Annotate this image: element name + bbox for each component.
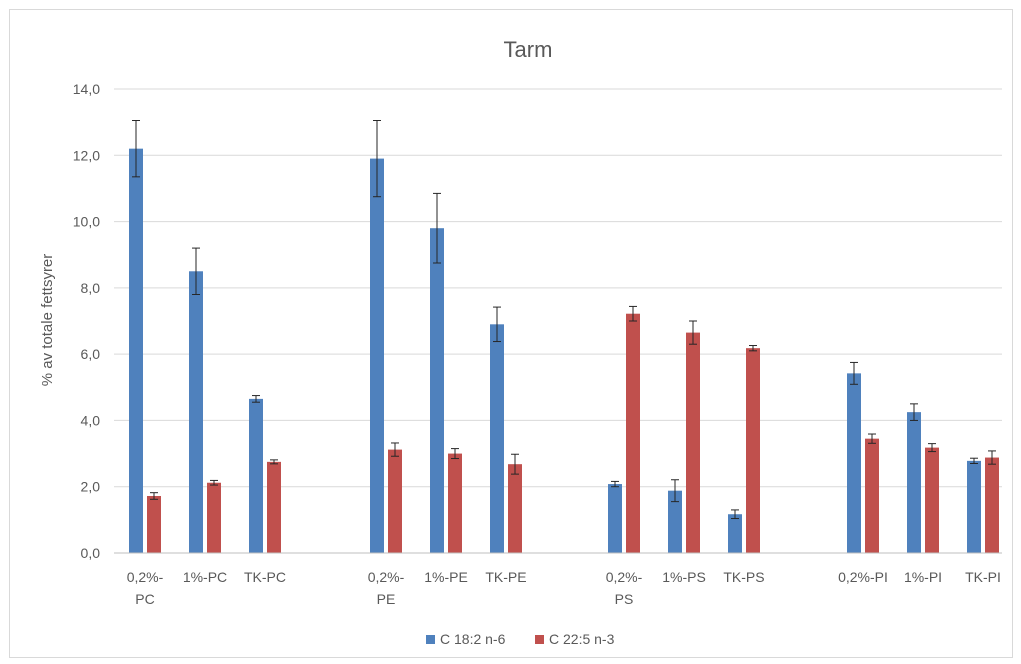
- bar: [626, 313, 640, 553]
- bar: [985, 457, 999, 553]
- x-tick-label: 1%-PI: [904, 569, 942, 585]
- error-bar: [391, 442, 399, 457]
- legend-swatch: [426, 635, 435, 644]
- bar: [608, 484, 622, 553]
- legend: C 18:2 n-6 C 22:5 n-3: [426, 631, 615, 647]
- y-tick-label: 10,0: [73, 214, 100, 230]
- error-bar: [270, 459, 278, 465]
- error-bar: [970, 457, 978, 465]
- bar: [267, 461, 281, 553]
- error-bar: [252, 395, 260, 403]
- bar: [865, 438, 879, 553]
- y-tick-label: 12,0: [73, 147, 100, 163]
- x-tick-label: 1%-PS: [662, 569, 706, 585]
- chart-title: Tarm: [504, 37, 553, 62]
- bar: [388, 449, 402, 553]
- error-bar: [132, 119, 140, 178]
- bar: [207, 482, 221, 553]
- bar: [129, 148, 143, 553]
- error-bar: [433, 192, 441, 264]
- x-tick-label: 1%-PE: [424, 569, 468, 585]
- bar: [686, 332, 700, 553]
- legend-label: C 18:2 n-6: [440, 631, 506, 647]
- y-axis-label: % av totale fettsyrer: [39, 254, 56, 387]
- bar: [147, 495, 161, 553]
- x-tick-label: 0,2%-PI: [838, 569, 888, 585]
- error-bar: [928, 443, 936, 453]
- x-tick-label: TK-PE: [485, 569, 526, 585]
- bar: [847, 373, 861, 553]
- bar: [249, 398, 263, 553]
- error-bar: [611, 480, 619, 488]
- grid-lines: [114, 88, 1002, 488]
- error-bar: [373, 119, 381, 198]
- y-tick-label: 0,0: [81, 545, 101, 561]
- error-bar: [868, 433, 876, 444]
- error-bar: [511, 453, 519, 475]
- error-bar: [210, 479, 218, 486]
- bar: [668, 490, 682, 553]
- error-bars: [132, 119, 996, 520]
- bar: [907, 412, 921, 553]
- bar: [189, 271, 203, 553]
- error-bar: [910, 403, 918, 421]
- error-bar: [192, 247, 200, 295]
- bar: [508, 464, 522, 553]
- legend-swatch: [535, 635, 544, 644]
- y-tick-label: 2,0: [81, 479, 101, 495]
- error-bar: [451, 448, 459, 460]
- bar: [925, 447, 939, 553]
- x-tick-label: 0,2%-PE: [368, 569, 405, 607]
- y-tick-label: 8,0: [81, 280, 101, 296]
- legend-label: C 22:5 n-3: [549, 631, 615, 647]
- bar: [448, 453, 462, 553]
- bar: [430, 228, 444, 553]
- bar: [728, 514, 742, 553]
- x-tick-label: TK-PI: [965, 569, 1001, 585]
- bars: [129, 148, 999, 553]
- bar: [746, 348, 760, 553]
- x-axis-category-labels: 0,2%-PC 1%-PC TK-PC 0,2%-PE 1%-PE TK-PE 0,2%-P…: [127, 569, 1001, 607]
- error-bar: [749, 345, 757, 352]
- bar: [967, 460, 981, 553]
- error-bar: [629, 305, 637, 322]
- x-tick-label: 1%-PC: [183, 569, 227, 585]
- x-tick-label: 0,2%-PS: [606, 569, 643, 607]
- error-bar: [150, 492, 158, 500]
- y-axis-ticks: 0,0 2,0 4,0 6,0 8,0 10,0 12,0 14,0: [73, 81, 100, 561]
- x-tick-label: TK-PS: [723, 569, 764, 585]
- error-bar: [988, 450, 996, 465]
- x-tick-label: 0,2%-PC: [127, 569, 164, 607]
- bar: [490, 324, 504, 553]
- y-tick-label: 6,0: [81, 346, 101, 362]
- y-tick-label: 4,0: [81, 412, 101, 428]
- error-bar: [671, 479, 679, 503]
- y-tick-label: 14,0: [73, 81, 100, 97]
- error-bar: [493, 306, 501, 343]
- x-tick-label: TK-PC: [244, 569, 286, 585]
- error-bar: [689, 320, 697, 345]
- bar: [370, 158, 384, 553]
- error-bar: [850, 361, 858, 385]
- error-bar: [731, 509, 739, 520]
